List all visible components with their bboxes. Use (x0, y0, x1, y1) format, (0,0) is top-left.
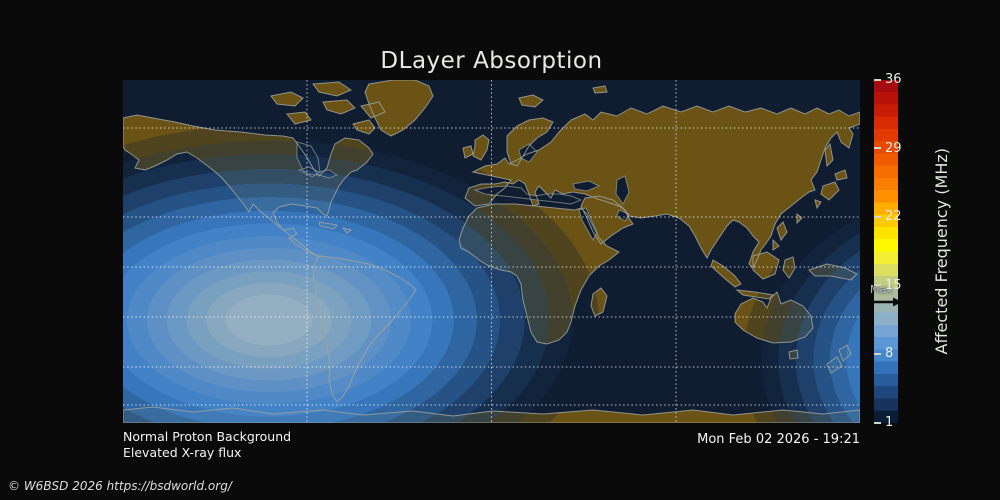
colorbar-tick: 1 (874, 415, 893, 430)
daylight-absorption-glow (123, 80, 860, 423)
sea-outline (296, 141, 630, 241)
tick-label: 36 (885, 72, 902, 87)
world-absorption-map (123, 80, 860, 423)
xray-flux-text: Elevated X-ray flux (123, 445, 242, 460)
tick-mark (874, 352, 881, 355)
tick-mark (874, 78, 881, 81)
colorbar-tick: 29 (874, 141, 902, 156)
tick-label: 29 (885, 140, 902, 156)
max-arrow-icon (866, 297, 902, 307)
colorbar-axis-label: Affected Frequency (MHz) (931, 148, 951, 355)
colorbar-tick: 36 (874, 72, 902, 87)
tick-label: 8 (885, 346, 894, 362)
tick-mark (874, 215, 881, 218)
coastline-and-grid-layer (123, 80, 860, 423)
colorbar-tick: 15 (874, 278, 902, 293)
tick-mark (874, 284, 881, 287)
tick-label: 1 (885, 415, 894, 430)
colorbar-axis-label-container: Affected Frequency (MHz) (928, 80, 954, 423)
colorbar-tick: 8 (874, 346, 893, 361)
tick-mark (874, 421, 881, 424)
tick-mark (874, 147, 881, 150)
tick-label: 22 (885, 209, 902, 225)
proton-background-text: Normal Proton Background (123, 429, 292, 444)
page-title: DLayer Absorption (380, 48, 603, 74)
flux-annotations: Normal Proton Background Elevated X-ray … (123, 429, 291, 461)
colorbar-tick: 22 (874, 209, 902, 224)
frequency-colorbar (874, 80, 898, 423)
copyright-notice: © W6BSD 2026 https://bsdworld.org/ (8, 479, 232, 493)
tick-label: 15 (885, 277, 902, 293)
timestamp: Mon Feb 02 2026 - 19:21 (697, 432, 860, 447)
